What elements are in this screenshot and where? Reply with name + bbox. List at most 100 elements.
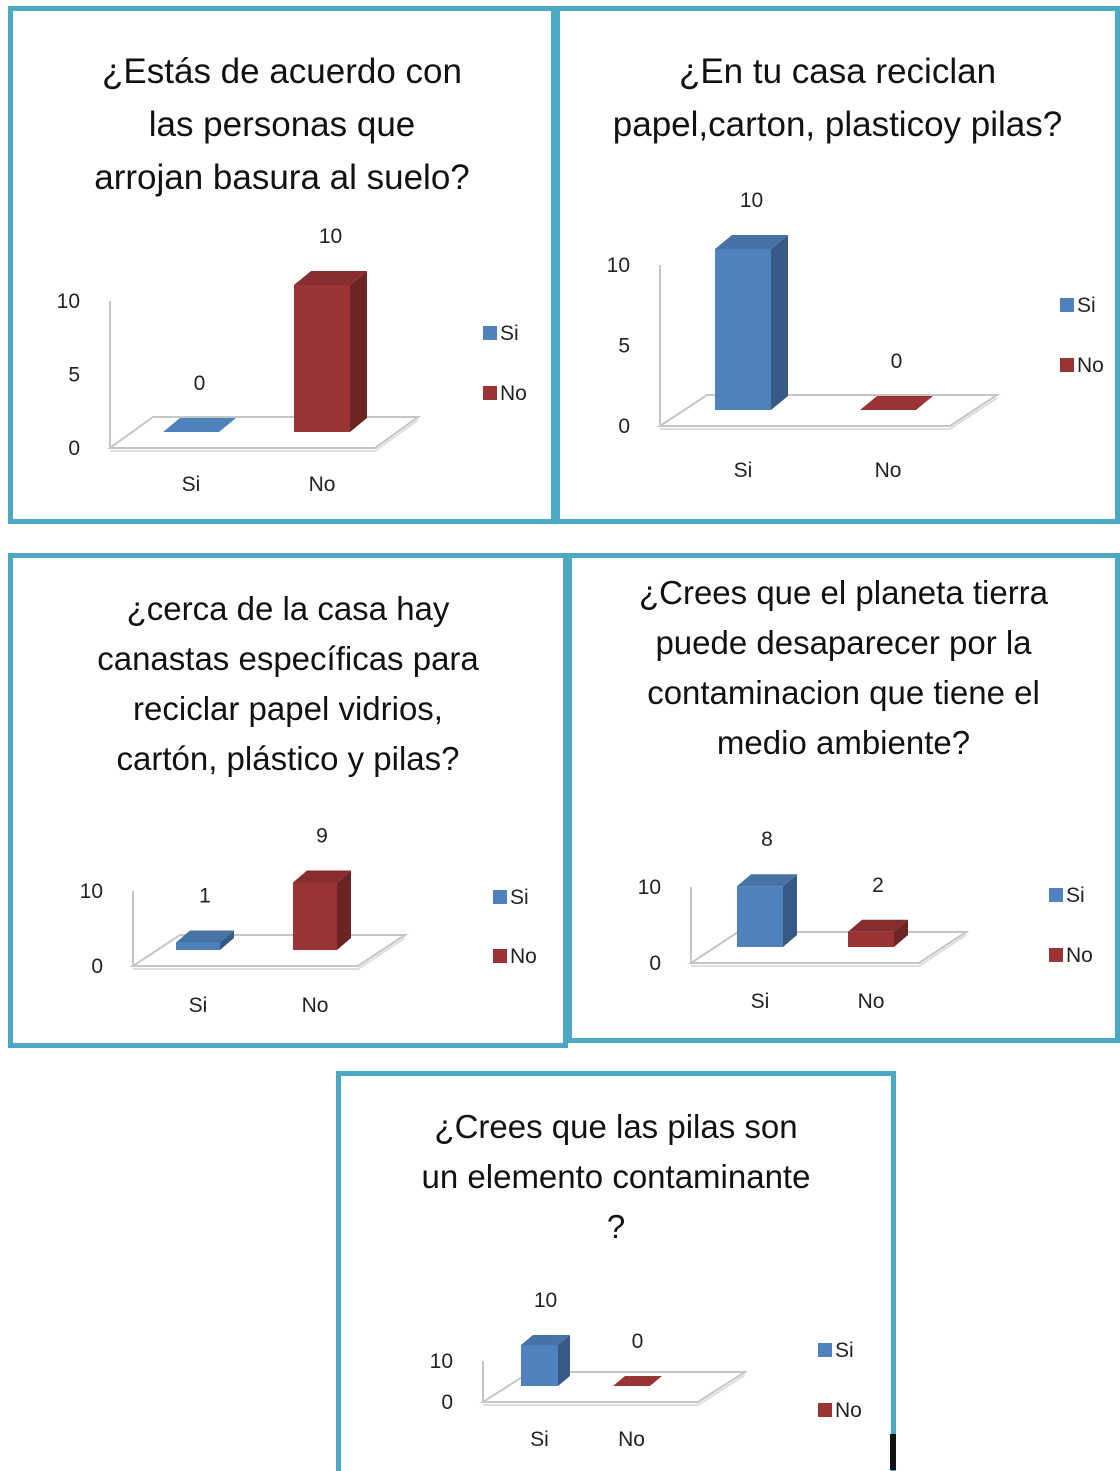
legend-label-no: No — [510, 945, 537, 968]
data-label-no: 2 — [872, 874, 884, 897]
data-label-no: 0 — [891, 350, 903, 373]
bar-side — [350, 271, 367, 432]
legend-label-no: No — [1066, 944, 1093, 967]
y-tick-label: 0 — [91, 955, 103, 978]
bar-side — [558, 1335, 570, 1386]
bar-si — [715, 235, 788, 410]
y-tick-label: 5 — [618, 335, 630, 358]
legend-label-no: No — [835, 1399, 862, 1422]
chart-title-4: ¿Crees que el planeta tierra puede desap… — [638, 574, 1049, 762]
y-tick-label: 5 — [68, 364, 80, 387]
bar-front — [737, 886, 783, 947]
category-label-si: Si — [189, 994, 208, 1017]
category-label-si: Si — [182, 473, 201, 496]
bar-top — [294, 271, 367, 285]
bar-side — [771, 235, 788, 410]
chart-floor — [106, 416, 422, 449]
bar-top — [613, 1376, 662, 1386]
legend-swatch-no — [1049, 948, 1063, 962]
bar-si — [176, 930, 234, 950]
data-label-si: 8 — [761, 828, 773, 851]
bar-top — [715, 235, 788, 249]
category-label-no: No — [875, 459, 902, 482]
data-label-si: 0 — [194, 372, 206, 395]
data-label-no: 10 — [319, 225, 342, 248]
bar-side — [783, 874, 797, 947]
chart-floor — [656, 394, 1001, 427]
floor-edge — [133, 937, 406, 970]
y-tick-label: 0 — [441, 1391, 453, 1414]
bar-front — [294, 285, 350, 432]
y-tick-label: 10 — [607, 254, 630, 277]
y-tick-label: 0 — [649, 952, 661, 975]
chart-floor — [687, 931, 970, 964]
bar-no — [294, 271, 367, 432]
legend-label-si: Si — [835, 1339, 854, 1362]
bar-no — [860, 396, 933, 410]
bar-top — [860, 396, 933, 410]
bar-top — [163, 418, 236, 432]
floor-edge — [660, 397, 998, 430]
y-tick-label: 0 — [618, 415, 630, 438]
chart-4: 0 10 8 Si 2 No Si No — [638, 828, 1093, 1013]
legend-label-si: Si — [1077, 294, 1096, 317]
legend-label-si: Si — [500, 322, 519, 345]
category-label-si: Si — [530, 1428, 549, 1451]
bar-front — [176, 942, 220, 950]
chart-2: 0 5 10 10 Si 0 No Si No — [607, 189, 1104, 482]
bar-front — [715, 249, 771, 410]
bar-side — [894, 919, 908, 947]
category-label-si: Si — [751, 990, 770, 1013]
chart-title-5: ¿Crees que las pilas son un elemento con… — [421, 1108, 811, 1246]
chart-panel-2: ¿En tu casa reciclan papel,carton, plast… — [555, 6, 1120, 524]
legend-swatch-no — [483, 386, 497, 400]
legend-swatch-si — [493, 890, 507, 904]
chart-title-3: ¿cerca de la casa hay canastas específic… — [97, 590, 479, 778]
chart-3: 0 10 1 Si 9 No Si No — [80, 825, 537, 1018]
bar-top — [293, 870, 351, 883]
floor-edge — [691, 934, 967, 967]
y-tick-label: 10 — [430, 1350, 453, 1373]
data-label-si: 1 — [199, 885, 211, 908]
chart-5: 0 10 10 Si 0 No Si No — [430, 1289, 862, 1451]
data-label-si: 10 — [740, 189, 763, 212]
legend-label-si: Si — [510, 886, 529, 909]
bar-si — [163, 418, 236, 432]
floor-edge — [483, 1374, 746, 1406]
category-label-si: Si — [734, 459, 753, 482]
legend-swatch-si — [483, 326, 497, 340]
bar-side — [337, 870, 351, 950]
chart-panel-5: ¿Crees que las pilas son un elemento con… — [336, 1071, 896, 1471]
data-label-no: 0 — [632, 1330, 644, 1353]
chart-panel-1: ¿Estás de acuerdo con las personas que a… — [8, 6, 556, 524]
legend-label-no: No — [500, 382, 527, 405]
category-label-no: No — [858, 990, 885, 1013]
bar-no — [848, 919, 908, 947]
bar-front — [848, 931, 894, 947]
y-tick-label: 10 — [638, 876, 661, 899]
bar-side — [220, 930, 234, 950]
bar-no — [293, 870, 351, 950]
chart-floor — [129, 934, 409, 967]
category-label-no: No — [618, 1428, 645, 1451]
bar-no — [613, 1376, 662, 1386]
legend-swatch-no — [1060, 358, 1074, 372]
bar-front — [521, 1345, 558, 1386]
stray-mark — [890, 1434, 896, 1470]
y-tick-label: 0 — [68, 437, 80, 460]
chart-title-1: ¿Estás de acuerdo con las personas que a… — [94, 52, 470, 198]
bar-front — [293, 882, 337, 950]
legend-label-no: No — [1077, 354, 1104, 377]
legend-swatch-no — [818, 1403, 832, 1417]
bar-top — [176, 930, 234, 943]
bar-top — [848, 919, 908, 932]
category-label-no: No — [309, 473, 336, 496]
legend-swatch-si — [1060, 298, 1074, 312]
data-label-no: 9 — [316, 825, 328, 848]
legend-label-si: Si — [1066, 884, 1085, 907]
y-tick-label: 10 — [80, 880, 103, 903]
legend-swatch-no — [493, 949, 507, 963]
chart-title-2: ¿En tu casa reciclan papel,carton, plast… — [612, 52, 1063, 145]
data-label-si: 10 — [534, 1289, 557, 1312]
chart-panel-4: ¿Crees que el planeta tierra puede desap… — [567, 553, 1120, 1043]
